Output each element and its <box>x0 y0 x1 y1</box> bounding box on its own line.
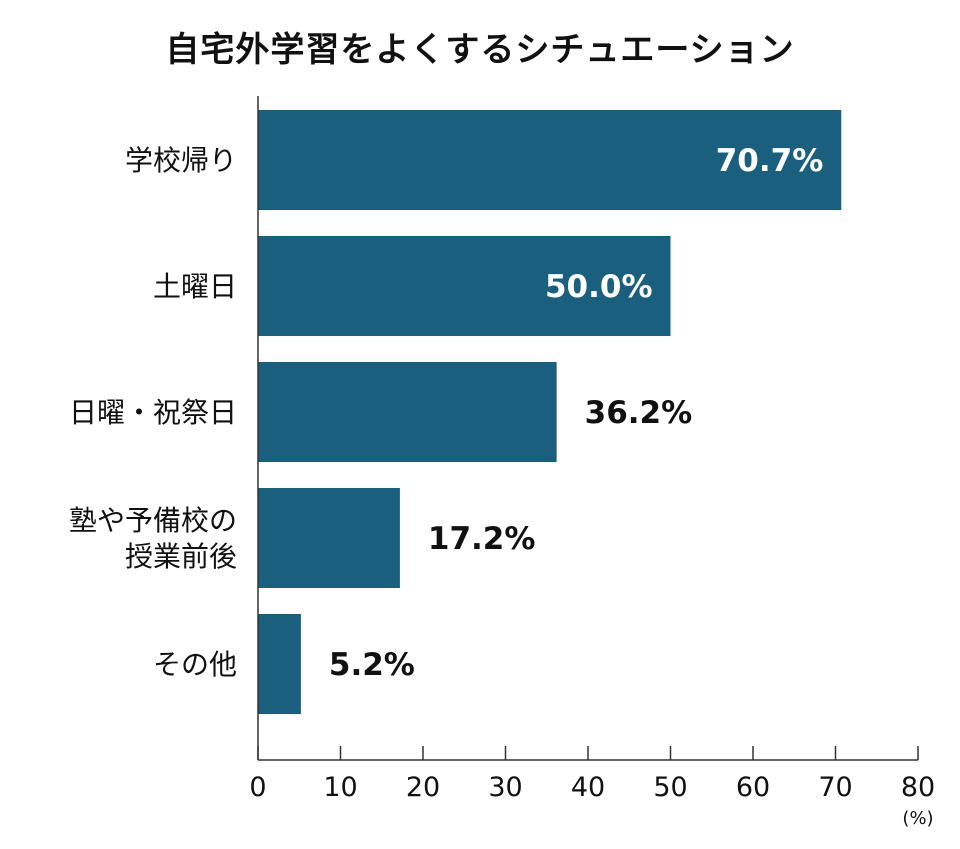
x-tick-label-70: 70 <box>818 772 852 803</box>
value-label-3: 36.2% <box>585 395 693 431</box>
x-tick-label-80: 80 <box>901 772 935 803</box>
x-tick-label-0: 0 <box>249 772 266 803</box>
x-tick-label-30: 30 <box>488 772 522 803</box>
category-label-4-line-1: 塾や予備校の <box>69 504 237 537</box>
value-label-1: 70.7% <box>716 143 824 179</box>
bar-3 <box>258 362 557 462</box>
bar-2 <box>258 236 671 336</box>
x-tick-label-10: 10 <box>323 772 357 803</box>
x-tick-label-50: 50 <box>653 772 687 803</box>
category-label-3: 日曜・祝祭日 <box>69 396 237 429</box>
value-label-5: 5.2% <box>329 647 415 683</box>
value-label-2: 50.0% <box>545 269 653 305</box>
value-label-4: 17.2% <box>428 521 536 557</box>
x-tick-label-60: 60 <box>736 772 770 803</box>
bar-5 <box>258 614 301 714</box>
category-label-5: その他 <box>153 648 237 681</box>
category-label-2: 土曜日 <box>153 270 237 303</box>
x-tick-label-40: 40 <box>571 772 605 803</box>
category-label-4-line-2: 授業前後 <box>125 540 237 573</box>
category-label-1: 学校帰り <box>125 144 237 177</box>
chart-title: 自宅外学習をよくするシチュエーション <box>165 30 795 70</box>
x-axis-unit: (%) <box>902 808 933 829</box>
bar-1 <box>258 110 842 210</box>
x-tick-label-20: 20 <box>406 772 440 803</box>
bar-4 <box>258 488 400 588</box>
